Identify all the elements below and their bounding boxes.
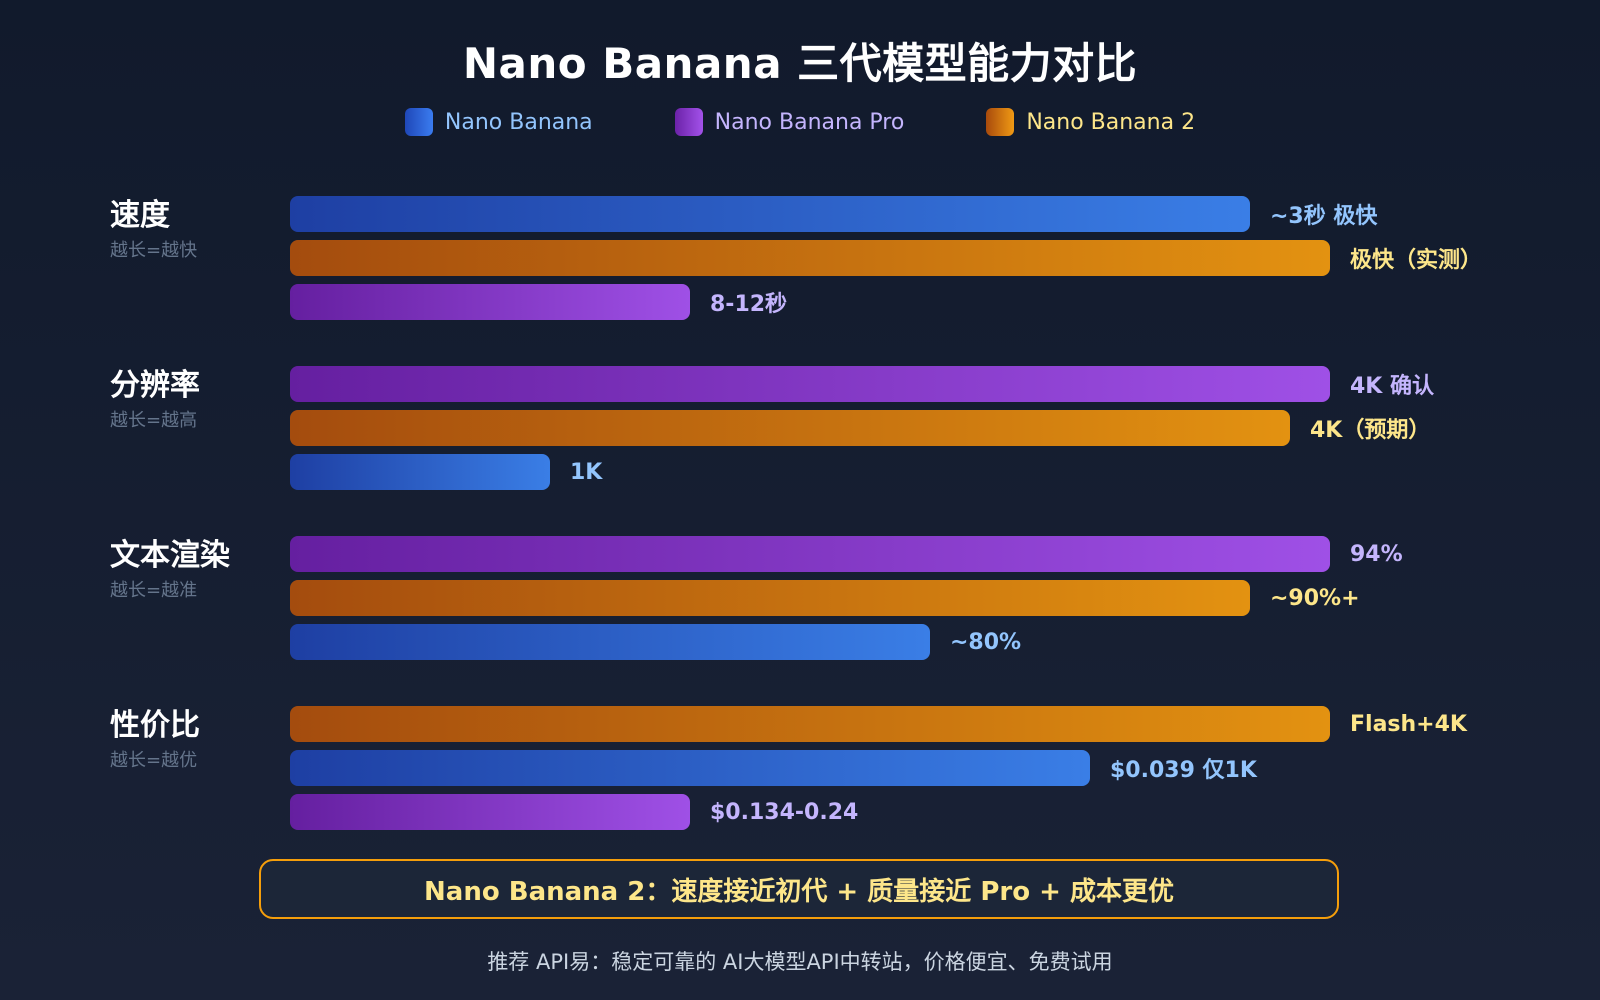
bar-value-label: Flash+4K — [1350, 711, 1467, 737]
bar-value-label: ~80% — [950, 629, 1022, 655]
group-label: 分辨率 越长=越高 — [110, 360, 200, 432]
bar-row: ~80% — [290, 624, 1021, 660]
legend: Nano Banana Nano Banana Pro Nano Banana … — [0, 108, 1600, 136]
bar-nano-banana-2 — [290, 580, 1250, 616]
bar-row: Flash+4K — [290, 706, 1467, 742]
bar-nano-banana-2 — [290, 706, 1330, 742]
legend-swatch-blue — [404, 108, 433, 136]
bar-row: 4K 确认 — [290, 366, 1434, 402]
bar-value-label: 94% — [1350, 541, 1403, 567]
bar-value-label: 4K（预期） — [1310, 418, 1431, 443]
bar-nano-banana — [290, 624, 930, 660]
bar-row: 1K — [290, 454, 602, 490]
group-title: 速度 — [110, 198, 170, 233]
legend-swatch-orange — [986, 108, 1015, 136]
summary-text: Nano Banana 2：速度接近初代 + 质量接近 Pro + 成本更优 — [424, 876, 1174, 907]
bar-nano-banana-2 — [290, 240, 1330, 276]
group-title: 文本渲染 — [110, 538, 230, 573]
bar-nano-banana — [290, 196, 1250, 232]
footer-note: 推荐 API易：稳定可靠的 AI大模型API中转站，价格便宜、免费试用 — [487, 950, 1113, 974]
bar-nano-banana-pro — [290, 284, 690, 320]
group-subtitle: 越长=越优 — [110, 750, 198, 771]
bar-nano-banana — [290, 454, 550, 490]
legend-item-nano-banana-pro: Nano Banana Pro — [674, 108, 905, 136]
group-subtitle: 越长=越高 — [110, 410, 198, 431]
bar-value-label: $0.039 仅1K — [1110, 758, 1257, 783]
legend-label: Nano Banana — [444, 109, 593, 135]
bar-nano-banana-pro — [290, 794, 690, 830]
bar-row: $0.039 仅1K — [290, 750, 1257, 786]
bar-row: 8-12秒 — [290, 284, 787, 320]
group-subtitle: 越长=越准 — [110, 580, 198, 601]
legend-label: Nano Banana 2 — [1026, 109, 1196, 135]
legend-swatch-purple — [674, 108, 703, 136]
bar-nano-banana-pro — [290, 536, 1330, 572]
group-subtitle: 越长=越快 — [110, 240, 198, 261]
bar-row: 94% — [290, 536, 1403, 572]
bar-value-label: ~90%+ — [1270, 585, 1360, 611]
legend-item-nano-banana-2: Nano Banana 2 — [986, 108, 1195, 136]
group-title: 性价比 — [110, 708, 200, 743]
bar-row: $0.134-0.24 — [290, 794, 858, 830]
bar-row: ~3秒 极快 — [290, 196, 1377, 232]
bar-value-label: 极快（实测） — [1350, 248, 1483, 273]
bar-nano-banana-pro — [290, 366, 1330, 402]
bar-value-label: 8-12秒 — [710, 292, 788, 317]
bar-nano-banana-2 — [290, 410, 1290, 446]
bar-nano-banana — [290, 750, 1090, 786]
bar-value-label: 1K — [570, 459, 603, 485]
bar-row: 极快（实测） — [290, 240, 1482, 276]
bar-value-label: 4K 确认 — [1350, 374, 1435, 399]
bar-value-label: ~3秒 极快 — [1270, 204, 1378, 229]
group-title: 分辨率 — [110, 368, 200, 403]
group-label: 文本渲染 越长=越准 — [110, 530, 230, 602]
legend-item-nano-banana: Nano Banana — [404, 108, 593, 136]
legend-label: Nano Banana Pro — [714, 109, 905, 135]
group-label: 性价比 越长=越优 — [110, 700, 200, 772]
summary-banner: Nano Banana 2：速度接近初代 + 质量接近 Pro + 成本更优 — [259, 859, 1339, 919]
chart-title: Nano Banana 三代模型能力对比 — [462, 39, 1138, 88]
group-label: 速度 越长=越快 — [110, 190, 197, 262]
bar-row: 4K（预期） — [290, 410, 1430, 446]
bar-row: ~90%+ — [290, 580, 1360, 616]
bar-value-label: $0.134-0.24 — [710, 799, 859, 825]
